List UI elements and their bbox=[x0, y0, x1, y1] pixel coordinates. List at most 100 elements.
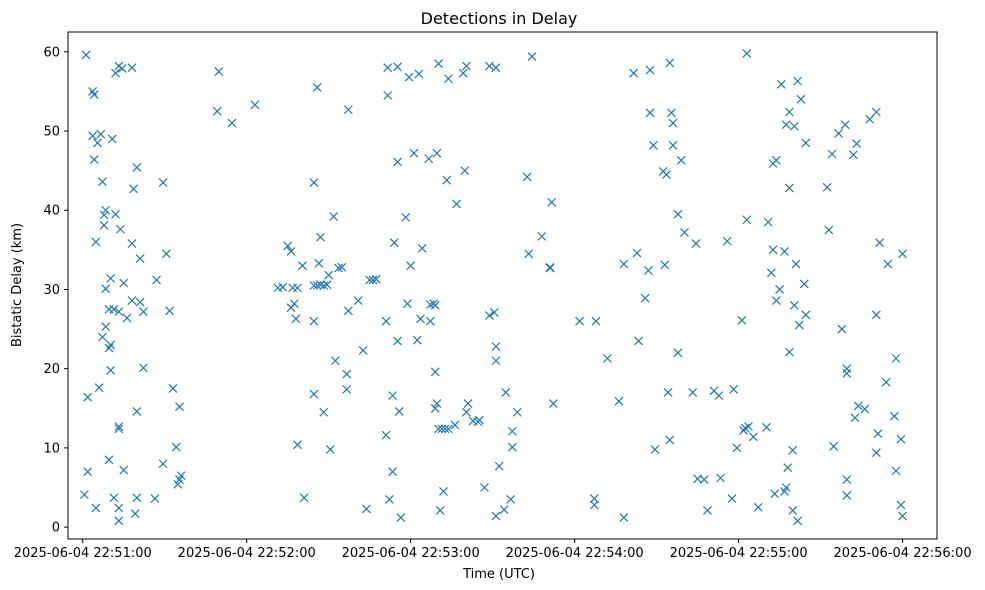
detection-marker bbox=[250, 100, 260, 110]
detection-marker bbox=[88, 131, 98, 141]
detection-marker bbox=[789, 121, 799, 131]
detection-marker bbox=[402, 299, 412, 309]
detection-marker bbox=[852, 139, 862, 149]
detection-marker bbox=[768, 159, 778, 168]
detection-marker bbox=[432, 399, 442, 408]
detection-marker bbox=[771, 296, 781, 305]
detection-marker bbox=[789, 300, 799, 310]
detection-marker bbox=[91, 237, 101, 247]
detection-marker bbox=[766, 268, 776, 278]
detection-marker bbox=[309, 178, 319, 187]
marker-layer bbox=[79, 48, 907, 526]
detection-marker bbox=[740, 423, 750, 433]
detection-marker bbox=[83, 392, 93, 402]
detection-marker bbox=[781, 120, 791, 130]
detection-marker bbox=[537, 231, 547, 241]
detection-marker bbox=[353, 296, 363, 305]
detection-marker bbox=[891, 353, 901, 363]
detection-marker bbox=[491, 356, 501, 366]
detection-marker bbox=[127, 296, 137, 305]
detection-marker bbox=[680, 227, 689, 237]
y-tick-label: 30 bbox=[43, 283, 60, 298]
detection-marker bbox=[393, 157, 402, 167]
detection-marker bbox=[842, 475, 852, 485]
detection-marker bbox=[506, 494, 516, 504]
detection-marker bbox=[98, 332, 107, 342]
detection-marker bbox=[104, 304, 114, 314]
detection-marker bbox=[393, 62, 402, 72]
detection-marker bbox=[524, 249, 534, 259]
detection-marker bbox=[499, 505, 509, 515]
detection-marker bbox=[384, 494, 394, 504]
detection-marker bbox=[324, 270, 334, 280]
detection-marker bbox=[388, 391, 398, 401]
detection-marker bbox=[788, 506, 798, 515]
detection-marker bbox=[883, 259, 893, 269]
x-tick-label: 2025-06-04 22:55:00 bbox=[670, 546, 808, 561]
detection-marker bbox=[443, 74, 453, 84]
detection-marker bbox=[309, 389, 319, 399]
detection-marker bbox=[93, 138, 102, 148]
detection-marker bbox=[491, 511, 501, 521]
detection-marker bbox=[291, 314, 301, 324]
detection-marker bbox=[783, 463, 793, 473]
detection-marker bbox=[176, 471, 186, 481]
detection-marker bbox=[796, 94, 806, 104]
detection-marker bbox=[132, 163, 142, 172]
detection-marker bbox=[785, 347, 794, 357]
detection-marker bbox=[548, 399, 558, 408]
detection-marker bbox=[99, 220, 109, 230]
detection-marker bbox=[158, 459, 168, 469]
detection-marker bbox=[414, 69, 424, 79]
detection-marker bbox=[101, 205, 111, 215]
detection-marker bbox=[673, 209, 683, 219]
detection-marker bbox=[794, 320, 804, 330]
detection-marker bbox=[135, 254, 145, 263]
detection-marker bbox=[785, 107, 794, 117]
detection-marker bbox=[663, 388, 673, 397]
detection-marker bbox=[132, 493, 142, 503]
detection-marker bbox=[727, 494, 737, 504]
detection-marker bbox=[507, 442, 517, 452]
detection-marker bbox=[440, 424, 450, 434]
x-tick-label: 2025-06-04 22:52:00 bbox=[178, 546, 316, 561]
detection-marker bbox=[889, 411, 899, 421]
detection-marker bbox=[850, 413, 860, 423]
detection-marker bbox=[834, 128, 844, 138]
detection-marker bbox=[640, 293, 650, 303]
detection-marker bbox=[591, 316, 601, 326]
detection-marker bbox=[343, 105, 353, 115]
detection-marker bbox=[714, 391, 724, 401]
detection-marker bbox=[430, 403, 440, 413]
detection-marker bbox=[645, 108, 655, 118]
detection-marker bbox=[111, 209, 120, 219]
detection-marker bbox=[152, 275, 161, 285]
detection-marker bbox=[840, 120, 850, 130]
detection-marker bbox=[452, 199, 462, 209]
detection-marker bbox=[822, 182, 832, 192]
detection-marker bbox=[480, 483, 489, 492]
detection-marker bbox=[898, 511, 907, 521]
y-tick-label: 10 bbox=[43, 441, 60, 456]
detection-marker bbox=[614, 396, 624, 406]
detection-marker bbox=[406, 261, 416, 271]
x-axis-label: Time (UTC) bbox=[462, 567, 535, 582]
detection-marker bbox=[648, 140, 658, 150]
detection-marker bbox=[489, 308, 499, 317]
detection-marker bbox=[358, 346, 368, 355]
detection-marker bbox=[435, 506, 445, 515]
detection-marker bbox=[770, 489, 780, 499]
detection-marker bbox=[119, 278, 129, 288]
detection-marker bbox=[412, 335, 422, 345]
detection-marker bbox=[316, 280, 325, 290]
detection-marker bbox=[278, 282, 288, 292]
detection-marker bbox=[742, 215, 752, 225]
detection-marker bbox=[322, 280, 332, 290]
detection-marker bbox=[729, 384, 739, 394]
detection-marker bbox=[319, 407, 329, 417]
detection-marker bbox=[763, 217, 773, 227]
detection-marker bbox=[753, 502, 763, 512]
detection-marker bbox=[632, 248, 642, 258]
detection-marker bbox=[109, 493, 119, 503]
y-ticks: 0 10 20 30 40 50 60 bbox=[43, 45, 68, 536]
